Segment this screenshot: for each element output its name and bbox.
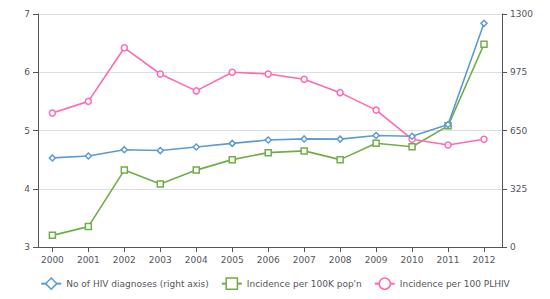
svg-text:1300: 1300 [510, 9, 533, 19]
svg-text:2012: 2012 [473, 255, 496, 265]
svg-text:No of HIV diagnoses (right axi: No of HIV diagnoses (right axis) [66, 279, 209, 289]
svg-text:2007: 2007 [293, 255, 316, 265]
svg-text:2001: 2001 [77, 255, 100, 265]
svg-text:975: 975 [510, 67, 527, 77]
svg-text:5: 5 [24, 126, 30, 136]
svg-text:2008: 2008 [329, 255, 352, 265]
svg-text:2009: 2009 [365, 255, 388, 265]
svg-text:2010: 2010 [401, 255, 424, 265]
svg-text:7: 7 [24, 9, 30, 19]
svg-text:6: 6 [24, 67, 30, 77]
svg-text:0: 0 [510, 242, 516, 252]
svg-text:2004: 2004 [185, 255, 208, 265]
svg-text:650: 650 [510, 126, 527, 136]
svg-text:325: 325 [510, 184, 527, 194]
svg-text:2002: 2002 [113, 255, 136, 265]
svg-text:3: 3 [24, 242, 30, 252]
svg-text:2003: 2003 [149, 255, 172, 265]
svg-text:Incidence per 100K pop'n: Incidence per 100K pop'n [247, 279, 362, 289]
svg-text:Incidence per 100 PLHIV: Incidence per 100 PLHIV [400, 279, 511, 289]
svg-text:2011: 2011 [437, 255, 460, 265]
svg-text:2006: 2006 [257, 255, 280, 265]
svg-text:4: 4 [24, 184, 30, 194]
svg-text:2000: 2000 [41, 255, 64, 265]
svg-text:2005: 2005 [221, 255, 244, 265]
